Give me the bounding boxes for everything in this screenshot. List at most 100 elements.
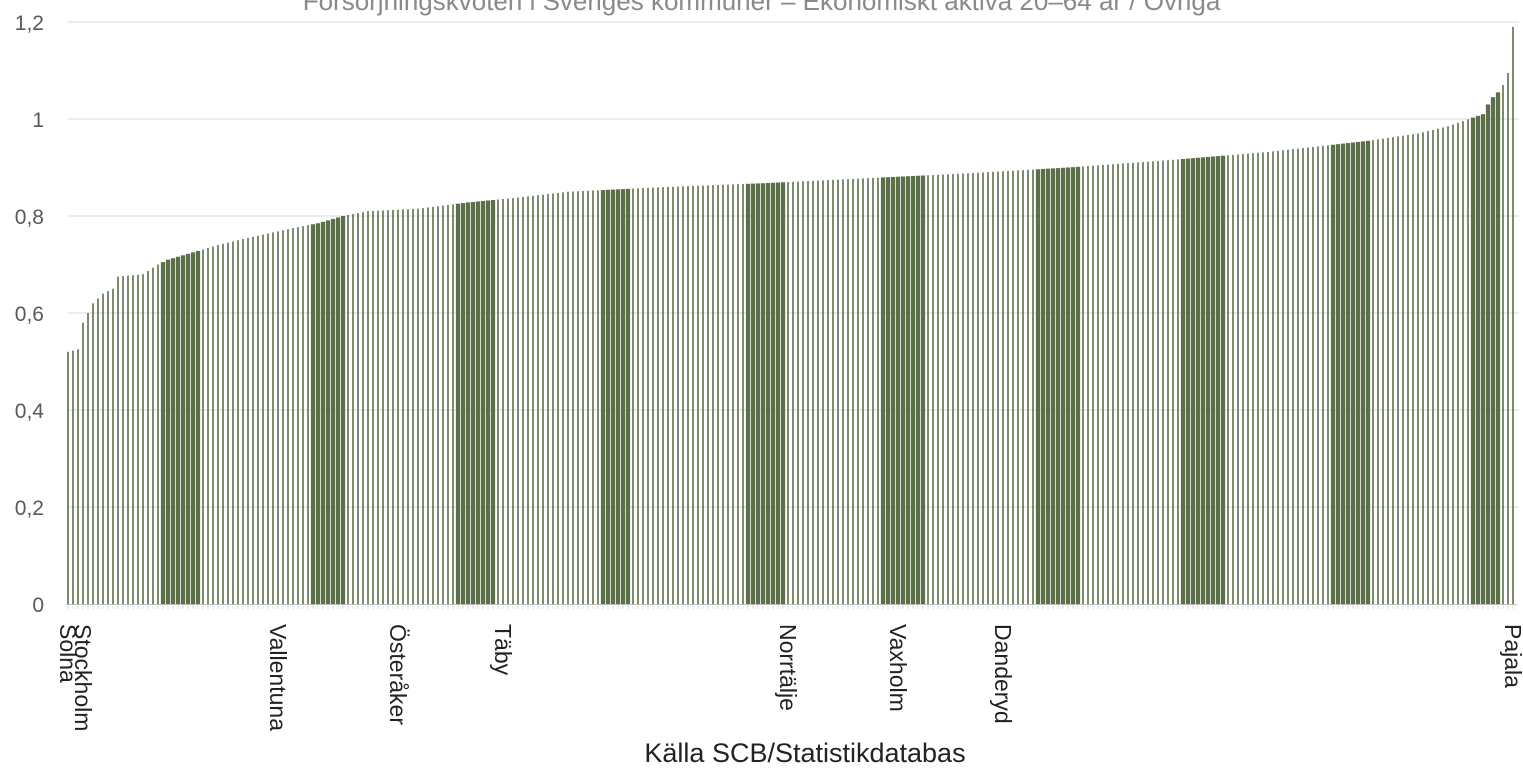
y-tick-label: 0,6 <box>15 303 44 326</box>
bar <box>282 230 284 604</box>
bar <box>387 210 389 604</box>
bar <box>920 175 926 604</box>
bar <box>460 203 466 605</box>
bar <box>1512 26 1514 605</box>
bar <box>927 175 929 604</box>
bar <box>1032 169 1034 605</box>
bar <box>207 248 209 604</box>
bar <box>227 242 229 604</box>
bar <box>1447 126 1449 604</box>
bar <box>257 235 259 605</box>
bar <box>672 186 674 604</box>
bar <box>1437 128 1439 604</box>
bar <box>582 191 584 604</box>
bar <box>397 209 399 604</box>
x-category-label: Österåker <box>385 624 411 725</box>
bar <box>1205 156 1211 604</box>
bar <box>1297 148 1299 604</box>
bar <box>532 195 534 604</box>
bar <box>872 177 874 604</box>
x-category-label: Pajala <box>1500 624 1523 688</box>
x-category-label: Vaxholm <box>885 624 911 712</box>
bar <box>1340 143 1346 605</box>
bar <box>942 174 944 604</box>
bar <box>1162 160 1164 604</box>
bar <box>802 181 804 604</box>
bar <box>1082 166 1084 604</box>
bar <box>587 190 589 604</box>
source-label: Källa SCB/Statistikdatabas <box>644 738 966 768</box>
bar <box>1092 165 1094 604</box>
bar <box>962 173 964 604</box>
bar <box>957 173 959 605</box>
x-category-label: Stockholm <box>70 624 96 731</box>
bar <box>357 213 359 604</box>
bar <box>1242 154 1244 605</box>
bar <box>117 276 119 604</box>
bar <box>77 349 79 605</box>
bar <box>452 204 454 604</box>
bar <box>600 190 606 605</box>
bar <box>707 185 709 604</box>
bar <box>647 187 649 604</box>
bar <box>1350 142 1356 604</box>
bar <box>895 176 901 604</box>
bar <box>842 179 844 604</box>
bar <box>1147 161 1149 604</box>
bar <box>72 350 74 604</box>
bar <box>1195 157 1201 604</box>
bar <box>1112 164 1114 605</box>
bar <box>760 183 766 604</box>
bar <box>147 270 149 604</box>
bar <box>1402 135 1404 605</box>
y-tick-label: 1 <box>32 109 44 132</box>
bar <box>1050 168 1056 604</box>
bar <box>490 199 496 605</box>
bar <box>592 190 594 605</box>
bar <box>507 198 509 605</box>
bar <box>1200 157 1206 604</box>
bar <box>817 180 819 604</box>
bar <box>1470 117 1476 605</box>
bars <box>67 26 1514 609</box>
bar <box>132 275 134 604</box>
bar <box>325 220 331 604</box>
bar <box>417 208 419 604</box>
bar <box>992 171 994 605</box>
bar <box>1412 134 1414 604</box>
bar <box>1065 167 1071 604</box>
bar <box>1485 104 1491 604</box>
bar <box>727 184 729 604</box>
bar <box>677 186 679 604</box>
bar <box>195 250 201 605</box>
bar <box>1262 152 1264 604</box>
bar <box>1107 164 1109 604</box>
bar <box>82 322 84 604</box>
bar <box>755 183 761 604</box>
bar <box>432 206 434 604</box>
bar <box>932 175 934 604</box>
bar <box>1407 135 1409 604</box>
bar <box>1417 133 1419 605</box>
bar <box>722 184 724 604</box>
bar <box>485 200 491 605</box>
bar <box>1075 166 1081 604</box>
bar <box>1157 160 1159 604</box>
bar <box>1432 129 1434 604</box>
bar <box>1495 92 1501 604</box>
bar <box>1232 154 1234 604</box>
bar <box>807 181 809 604</box>
bar <box>87 313 89 604</box>
bar <box>827 180 829 605</box>
bar <box>232 241 234 604</box>
bar <box>1185 158 1191 604</box>
bar <box>682 186 684 604</box>
bar <box>947 174 949 605</box>
bar <box>1442 127 1444 605</box>
bar <box>292 228 294 605</box>
bar <box>475 201 481 604</box>
bar <box>662 187 664 604</box>
bar <box>1227 155 1229 604</box>
bar <box>102 293 104 604</box>
